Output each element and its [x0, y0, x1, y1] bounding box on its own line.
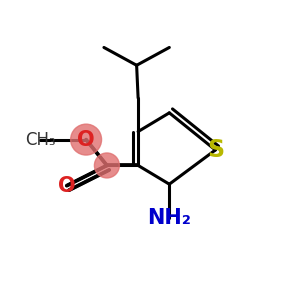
- Circle shape: [94, 153, 119, 178]
- Circle shape: [70, 124, 102, 155]
- Text: S: S: [207, 138, 224, 162]
- Text: CH₃: CH₃: [25, 130, 55, 148]
- Text: NH₂: NH₂: [147, 208, 191, 228]
- Text: O: O: [77, 130, 95, 150]
- Text: O: O: [58, 176, 76, 196]
